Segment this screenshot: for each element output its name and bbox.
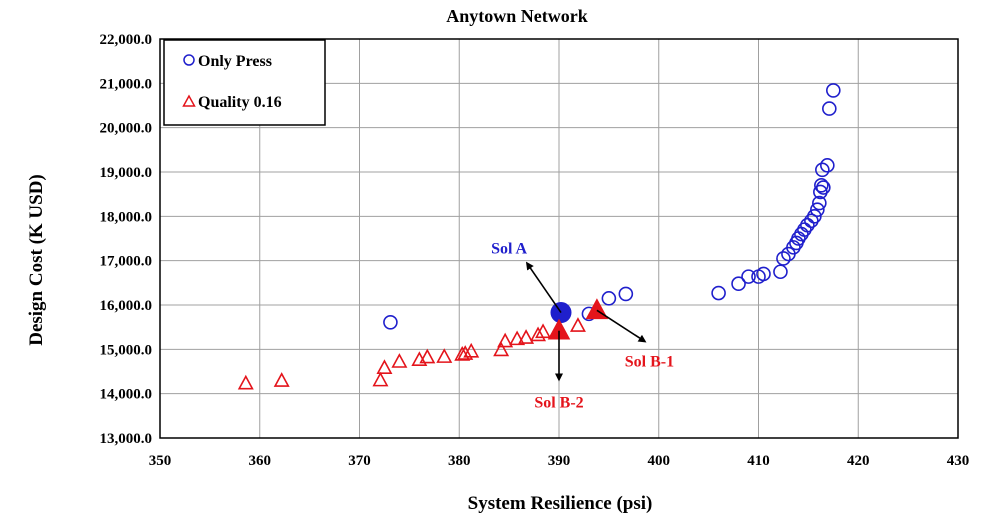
x-tick-label: 390	[548, 453, 571, 469]
quality-point	[391, 353, 408, 368]
quality-point	[419, 348, 436, 364]
quality-point	[273, 372, 290, 387]
x-tick-label: 410	[747, 453, 770, 469]
only-press-point	[786, 240, 801, 255]
y-tick-label: 22,000.0	[100, 32, 153, 48]
only-press-point	[812, 195, 827, 211]
only-press-point	[800, 217, 815, 233]
only-press-point	[822, 101, 837, 116]
legend-entry-only-press: Only Press	[198, 53, 272, 70]
y-tick-label: 20,000.0	[100, 121, 153, 137]
y-tick-label: 16,000.0	[100, 298, 153, 314]
annotation-label: Sol B-1	[625, 353, 674, 370]
x-tick-label: 400	[648, 453, 671, 469]
only-press-point	[826, 83, 841, 98]
series-markers	[237, 83, 841, 390]
x-tick-label: 430	[947, 453, 970, 469]
only-press-point	[815, 162, 830, 178]
y-tick-label: 21,000.0	[100, 76, 153, 92]
only-press-point	[776, 251, 791, 266]
quality-point	[463, 342, 480, 358]
only-press-point	[797, 222, 812, 237]
quality-point	[376, 359, 393, 375]
legend-entry-quality: Quality 0.16	[198, 94, 282, 111]
only-press-point	[816, 180, 831, 195]
x-tick-labels: 350 360 370 380 390 400 410 420 430	[149, 453, 970, 469]
only-press-point	[711, 285, 726, 301]
quality-point	[237, 374, 254, 390]
only-press-point	[773, 264, 788, 280]
quality-point	[493, 341, 510, 357]
only-press-point	[383, 314, 398, 330]
only-press-point	[804, 213, 819, 229]
legend-circle-icon	[183, 54, 195, 66]
annotations: Sol A Sol B-1 Sol B-2	[491, 240, 674, 411]
only-press-point	[807, 209, 822, 224]
annotation-label: Sol B-2	[534, 394, 583, 411]
quality-point	[530, 326, 547, 342]
only-press-point	[601, 291, 617, 306]
quality-point	[535, 323, 552, 339]
only-press-point	[810, 202, 825, 217]
only-press-point	[741, 269, 756, 284]
quality-point	[509, 330, 526, 346]
y-tick-labels: 13,000.0 14,000.0 15,000.0 16,000.0 17,000.0…	[100, 32, 153, 447]
y-tick-label: 13,000.0	[100, 431, 153, 447]
only-press-point	[820, 158, 835, 173]
x-tick-label: 360	[249, 453, 272, 469]
y-tick-label: 15,000.0	[100, 342, 153, 358]
y-tick-label: 19,000.0	[100, 165, 153, 181]
quality-point	[457, 345, 474, 360]
quality-point	[569, 317, 586, 332]
chart-title: Anytown Network	[446, 6, 588, 26]
annotation-label: Sol A	[491, 240, 527, 257]
quality-point	[372, 371, 389, 387]
x-tick-label: 370	[348, 453, 371, 469]
y-tick-label: 17,000.0	[100, 254, 153, 270]
only-press-point	[814, 178, 829, 193]
x-axis-label: System Resilience (psi)	[468, 493, 653, 514]
y-tick-label: 14,000.0	[100, 387, 153, 403]
only-press-point	[731, 276, 746, 292]
plot-frame	[159, 38, 959, 439]
y-axis-label: Design Cost (K USD)	[26, 174, 47, 346]
quality-point	[497, 332, 514, 348]
only-press-point	[756, 266, 771, 282]
legend-triangle-icon	[182, 94, 196, 107]
y-tick-label: 18,000.0	[100, 209, 153, 225]
quality-point	[436, 348, 453, 363]
x-tick-label: 380	[448, 453, 471, 469]
only-press-point	[618, 286, 634, 302]
quality-point	[518, 329, 535, 344]
annotation-arrow	[525, 261, 562, 313]
legend-box	[163, 39, 326, 126]
annotation-arrow	[596, 309, 647, 343]
x-tick-label: 350	[149, 453, 172, 469]
only-press-point	[813, 184, 828, 200]
legend: Only Press Quality 0.16	[163, 39, 326, 126]
x-tick-label: 420	[847, 453, 870, 469]
